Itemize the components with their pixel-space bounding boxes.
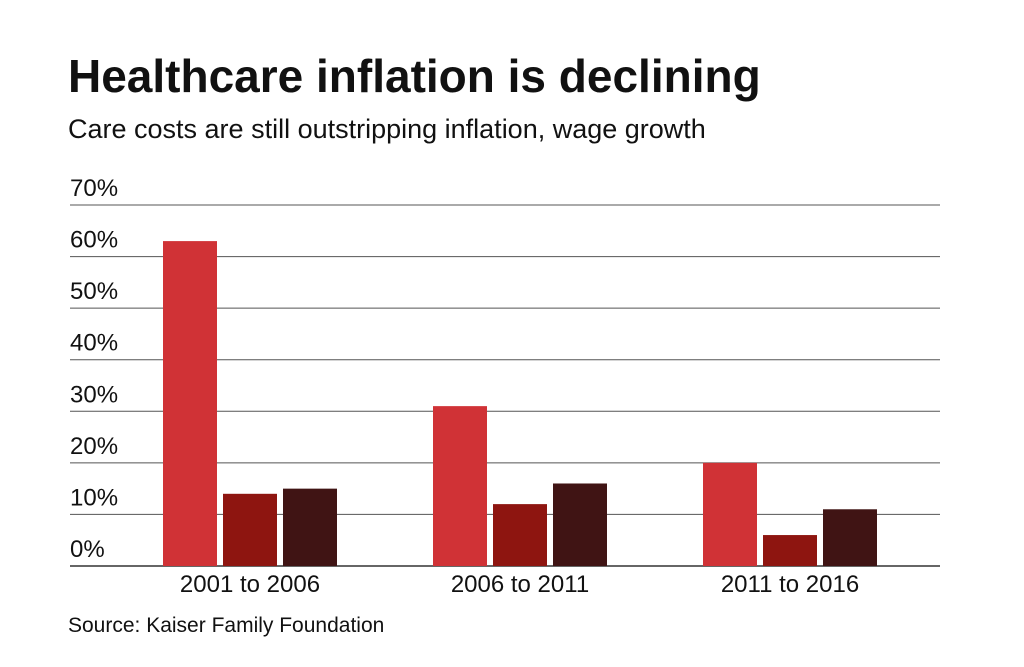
bar xyxy=(223,493,277,566)
bar xyxy=(763,535,817,566)
bar xyxy=(163,241,217,566)
x-tick-label: 2006 to 2011 xyxy=(451,571,589,598)
y-tick-label: 70% xyxy=(70,175,118,202)
bar xyxy=(553,483,607,566)
bar xyxy=(283,488,337,566)
x-tick-label: 2011 to 2016 xyxy=(721,571,859,598)
y-tick-label: 0% xyxy=(70,536,105,563)
x-tick-label: 2001 to 2006 xyxy=(180,571,320,598)
y-tick-label: 30% xyxy=(70,381,118,408)
y-tick-label: 50% xyxy=(70,278,118,305)
chart-subtitle: Care costs are still outstripping inflat… xyxy=(68,114,706,144)
y-tick-label: 10% xyxy=(70,484,118,511)
y-tick-label: 40% xyxy=(70,330,118,357)
source: Source: Kaiser Family Foundation xyxy=(68,614,384,637)
bar xyxy=(493,504,547,566)
y-tick-label: 20% xyxy=(70,433,118,460)
bar xyxy=(703,462,757,566)
y-tick-label: 60% xyxy=(70,227,118,254)
bar xyxy=(433,406,487,566)
chart-title: Healthcare inflation is declining xyxy=(68,50,761,102)
bar xyxy=(823,509,877,566)
